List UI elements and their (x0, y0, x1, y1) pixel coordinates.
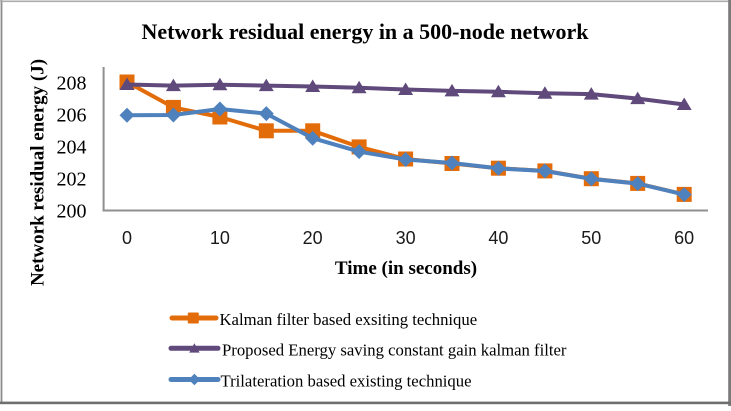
svg-text:Network residual energy (J): Network residual energy (J) (28, 59, 49, 286)
svg-text:200: 200 (57, 201, 87, 223)
svg-text:Kalman filter based exsiting t: Kalman filter based exsiting technique (220, 310, 478, 329)
svg-text:Proposed Energy saving constan: Proposed Energy saving constant gain kal… (222, 340, 567, 359)
svg-text:0: 0 (122, 228, 132, 248)
svg-text:208: 208 (57, 73, 87, 95)
svg-text:60: 60 (674, 228, 694, 248)
svg-text:20: 20 (303, 228, 323, 248)
svg-text:202: 202 (57, 169, 87, 191)
svg-text:10: 10 (210, 228, 230, 248)
svg-text:206: 206 (57, 105, 87, 127)
svg-text:30: 30 (396, 228, 416, 248)
svg-text:40: 40 (488, 228, 508, 248)
svg-text:50: 50 (581, 228, 601, 248)
svg-text:Trilateration based existing t: Trilateration based existing technique (221, 371, 472, 390)
svg-text:Time (in seconds): Time (in seconds) (335, 258, 477, 279)
svg-text:Network residual energy in a 5: Network residual energy in a 500-node ne… (142, 19, 590, 44)
svg-text:204: 204 (57, 137, 87, 159)
